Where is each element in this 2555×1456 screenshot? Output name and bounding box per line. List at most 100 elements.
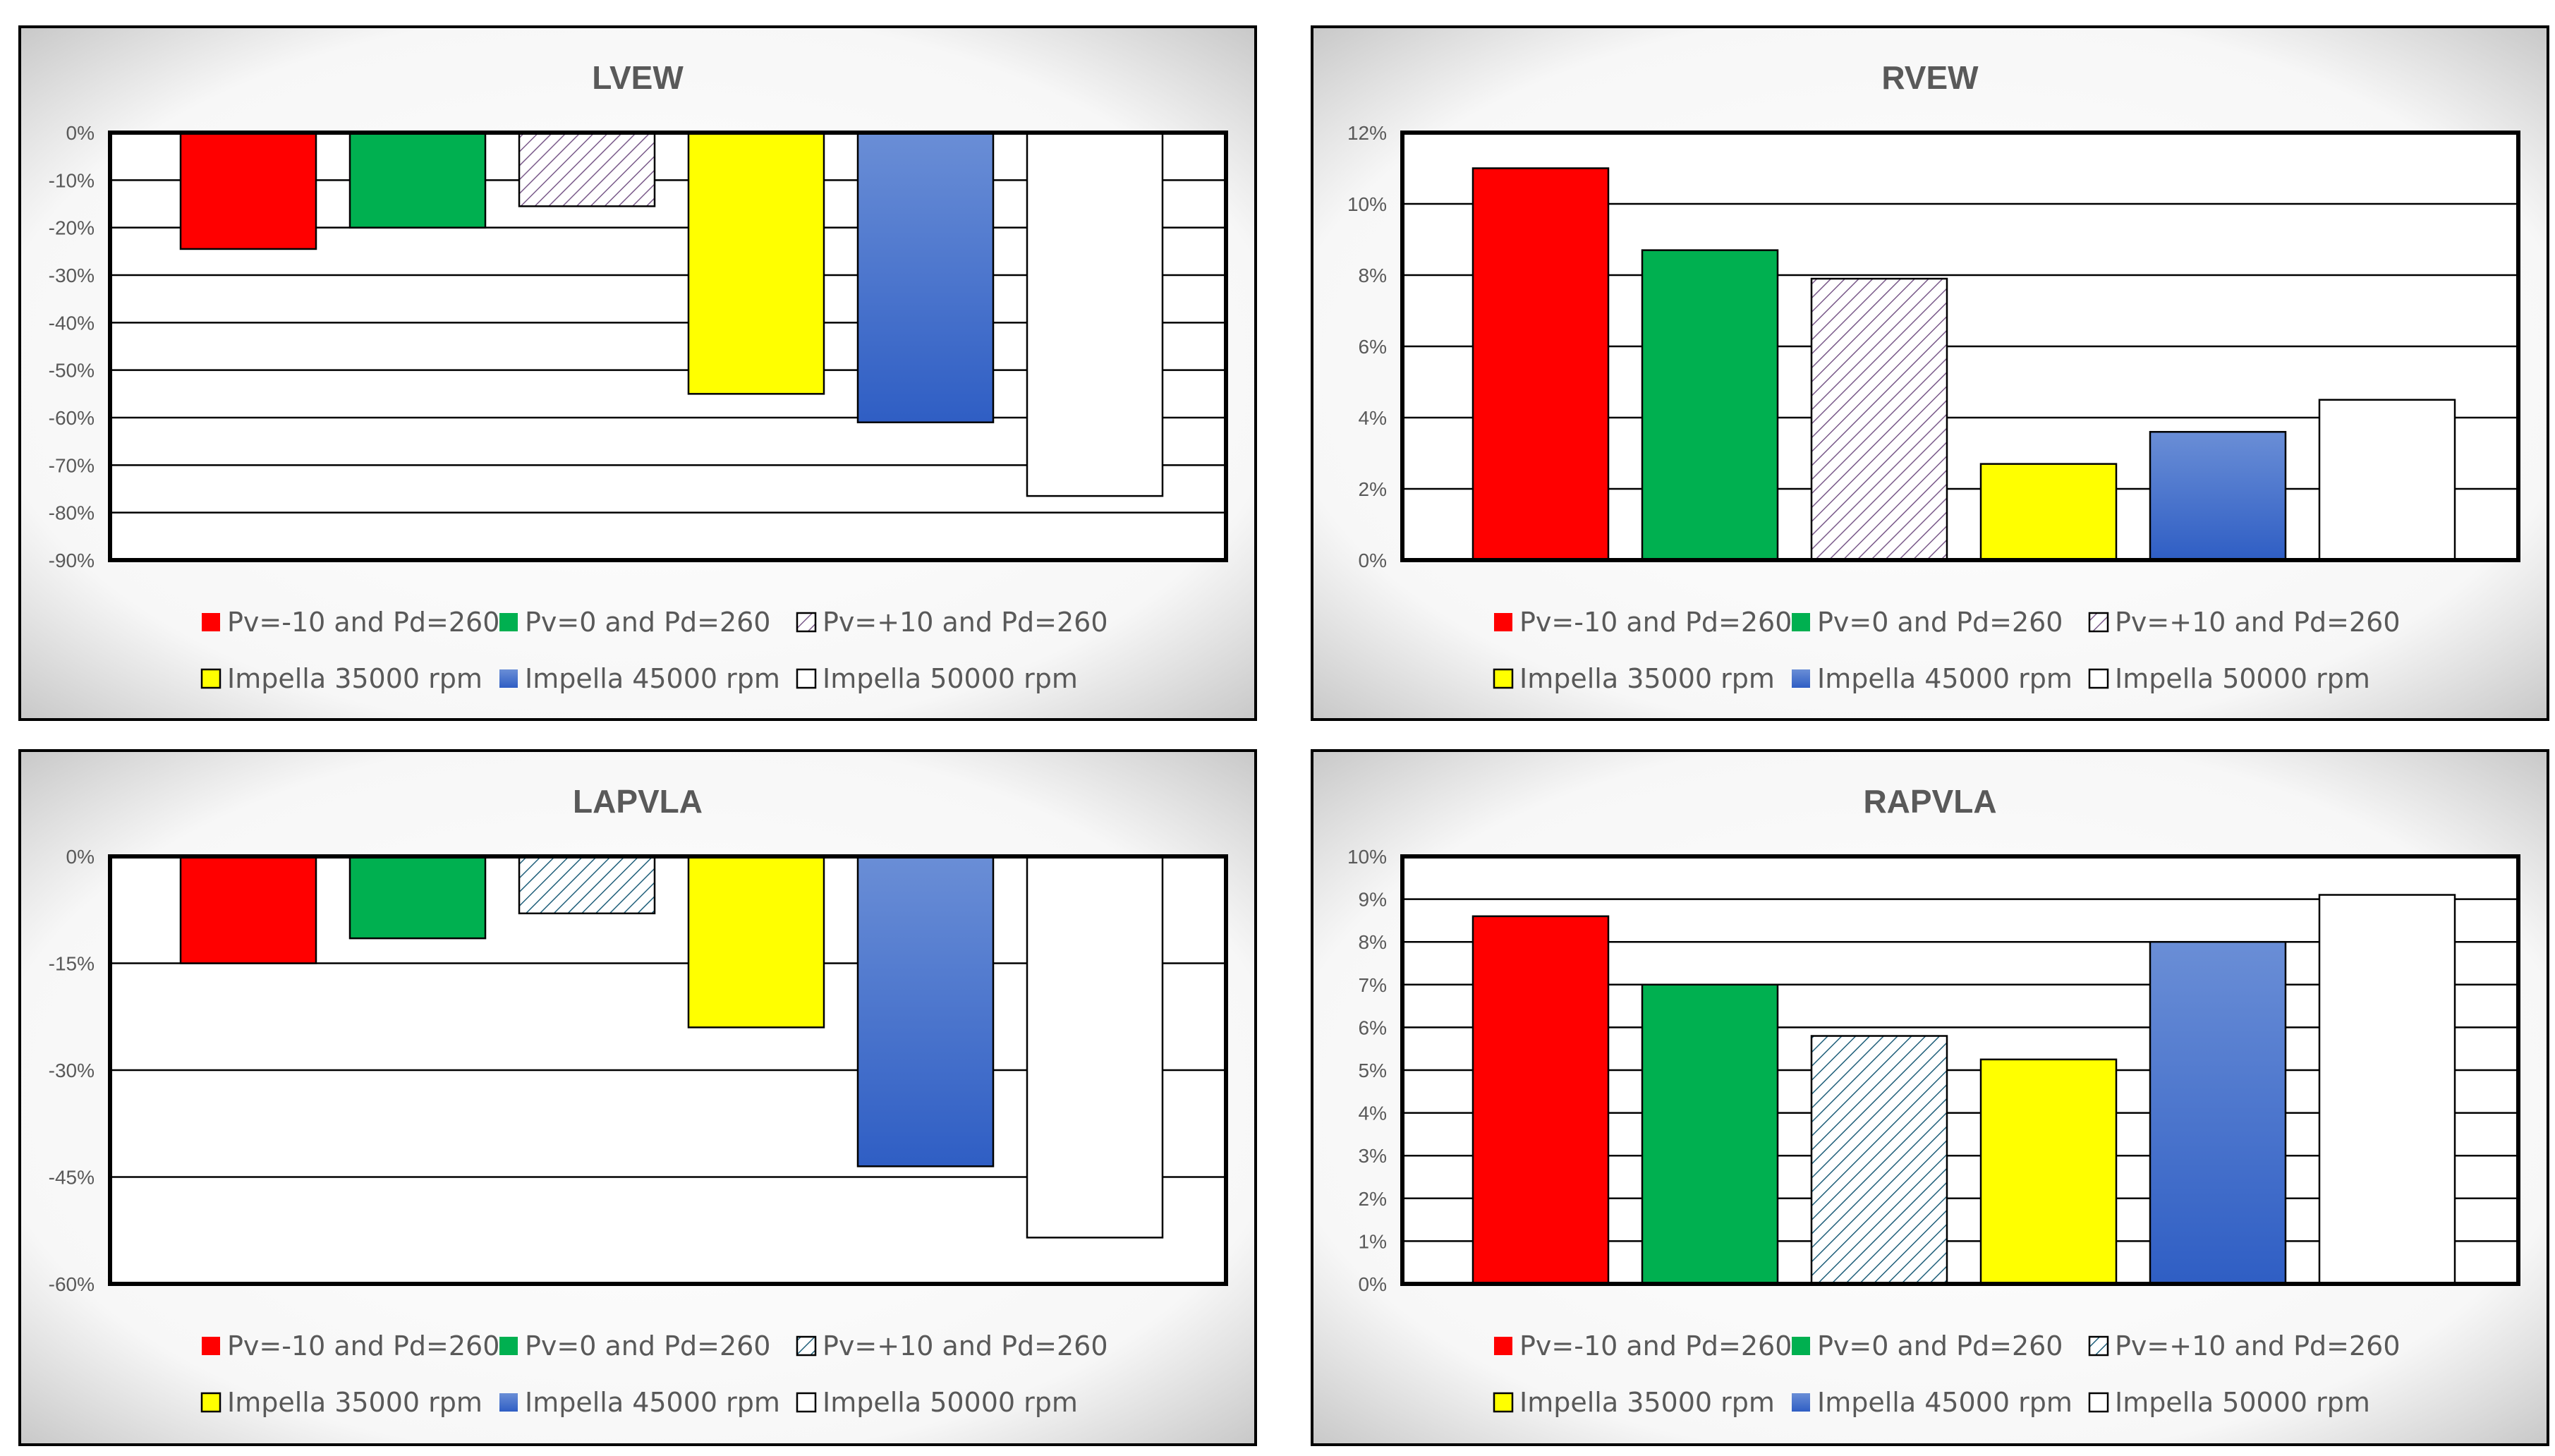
y-tick-label: -45%	[49, 1167, 95, 1189]
chart-panel-lvew: LVEW 0% -10% -20% -30% -40% -50% -60% -70% -80% -9…	[18, 25, 1257, 721]
y-tick-label: -40%	[49, 312, 95, 334]
y-tick-label: -15%	[49, 953, 95, 975]
y-tick-label: -20%	[49, 217, 95, 239]
legend-swatch	[200, 1392, 221, 1413]
bar-3	[518, 855, 656, 915]
legend-label: Pv=-10 and Pd=260	[227, 1330, 499, 1361]
legend-label: Pv=+10 and Pd=260	[2115, 1330, 2401, 1361]
chart-title: RVEW	[1881, 59, 1979, 96]
bar-1	[179, 855, 317, 964]
y-tick-label: 4%	[1359, 407, 1387, 429]
legend-swatch	[202, 1337, 220, 1355]
bar-4	[687, 855, 825, 1029]
bar-6	[1026, 855, 1164, 1239]
legend-swatch	[200, 668, 221, 689]
legend-label: Pv=+10 and Pd=260	[823, 1330, 1108, 1361]
y-tick-label: 10%	[1347, 846, 1387, 868]
legend-swatch	[2088, 1392, 2109, 1413]
plot-border	[1400, 131, 2520, 562]
y-tick-label: -60%	[49, 1273, 95, 1295]
legend-label: Impella 50000 rpm	[2115, 1387, 2370, 1418]
y-tick-label: 0%	[66, 846, 95, 868]
y-tick-label: 6%	[1359, 336, 1387, 358]
y-tick-label: 2%	[1359, 1188, 1387, 1210]
chart-panel-rvew: RVEW 12% 10% 8% 6% 4% 2% 0% Pv=-10 and Pd=260 Pv=…	[1311, 25, 2549, 721]
y-tick-label: 5%	[1359, 1060, 1387, 1081]
legend-label: Pv=-10 and Pd=260	[227, 607, 499, 638]
legend-swatch	[1792, 669, 1810, 688]
y-tick-label: 6%	[1359, 1017, 1387, 1038]
bar-5	[2149, 430, 2287, 562]
legend-label: Impella 50000 rpm	[823, 1387, 1078, 1418]
chart-panel-lapvla: LAPVLA 0% -15% -30% -45% -60% Pv=-10 and Pd=26…	[18, 749, 1257, 1446]
legend-swatch	[796, 1392, 817, 1413]
legend-label: Pv=+10 and Pd=260	[823, 607, 1108, 638]
legend-swatch	[2088, 612, 2109, 633]
bar-1	[1471, 167, 1610, 562]
bar-5	[856, 855, 995, 1167]
bar-5	[2149, 940, 2287, 1285]
bar-5	[856, 131, 995, 423]
bar-2	[348, 855, 487, 940]
bar-3	[1810, 277, 1948, 562]
legend-label: Impella 35000 rpm	[1519, 1387, 1775, 1418]
legend-swatch	[499, 613, 518, 631]
y-tick-label: -10%	[49, 169, 95, 191]
bar-1	[1471, 915, 1610, 1285]
bar-1	[179, 131, 317, 250]
y-tick-label: 8%	[1359, 931, 1387, 953]
bar-4	[687, 131, 825, 395]
y-tick-label: -90%	[49, 550, 95, 571]
y-tick-label: 7%	[1359, 974, 1387, 996]
legend-swatch	[499, 669, 518, 688]
legend-swatch	[499, 1337, 518, 1355]
legend-swatch	[1792, 1393, 1810, 1412]
plot-border	[1400, 854, 2520, 1286]
y-tick-label: 1%	[1359, 1230, 1387, 1252]
legend-swatch	[1792, 1337, 1810, 1355]
legend-label: Impella 35000 rpm	[1519, 663, 1775, 694]
y-tick-label: 0%	[1359, 550, 1387, 571]
bar-6	[2318, 399, 2456, 562]
chart-title: LAPVLA	[573, 783, 703, 820]
chart-panel-rapvla: RAPVLA 10% 9% 8% 7% 6% 5% 4% 3% 2% 1% 0% Pv=-10 and …	[1311, 749, 2549, 1446]
bar-4	[1979, 1058, 2118, 1285]
y-tick-label: -30%	[49, 265, 95, 286]
legend-label: Pv=0 and Pd=260	[525, 1330, 770, 1361]
legend-swatch	[796, 668, 817, 689]
legend-label: Pv=-10 and Pd=260	[1519, 607, 1792, 638]
y-tick-label: -80%	[49, 502, 95, 524]
legend-swatch	[1493, 668, 1514, 689]
chart-title: LVEW	[592, 59, 684, 96]
legend-swatch	[2088, 1335, 2109, 1357]
legend-label: Pv=0 and Pd=260	[525, 607, 770, 638]
legend-swatch	[202, 613, 220, 631]
bar-3	[1810, 1035, 1948, 1285]
legend-label: Impella 45000 rpm	[525, 663, 780, 694]
y-tick-label: -70%	[49, 454, 95, 476]
legend-swatch	[796, 612, 817, 633]
legend-label: Impella 50000 rpm	[823, 663, 1078, 694]
plot-border	[108, 854, 1228, 1286]
legend-label: Impella 35000 rpm	[227, 1387, 483, 1418]
legend-label: Impella 45000 rpm	[1817, 1387, 2072, 1418]
chart-title: RAPVLA	[1863, 783, 1996, 820]
legend-swatch	[1494, 1337, 1512, 1355]
bar-6	[1026, 131, 1164, 497]
y-tick-label: 12%	[1347, 122, 1387, 144]
y-tick-label: 8%	[1359, 265, 1387, 286]
y-tick-label: -60%	[49, 407, 95, 429]
legend-label: Pv=-10 and Pd=260	[1519, 1330, 1792, 1361]
y-tick-label: 2%	[1359, 478, 1387, 500]
bar-3	[518, 131, 656, 207]
y-tick-label: 0%	[66, 122, 95, 144]
y-tick-label: 3%	[1359, 1145, 1387, 1167]
legend-swatch	[1494, 613, 1512, 631]
legend-swatch	[796, 1335, 817, 1357]
bar-2	[348, 131, 487, 229]
y-tick-label: -30%	[49, 1060, 95, 1081]
legend-label: Pv=0 and Pd=260	[1817, 1330, 2063, 1361]
legend-label: Impella 45000 rpm	[1817, 663, 2072, 694]
y-tick-label: 4%	[1359, 1103, 1387, 1124]
